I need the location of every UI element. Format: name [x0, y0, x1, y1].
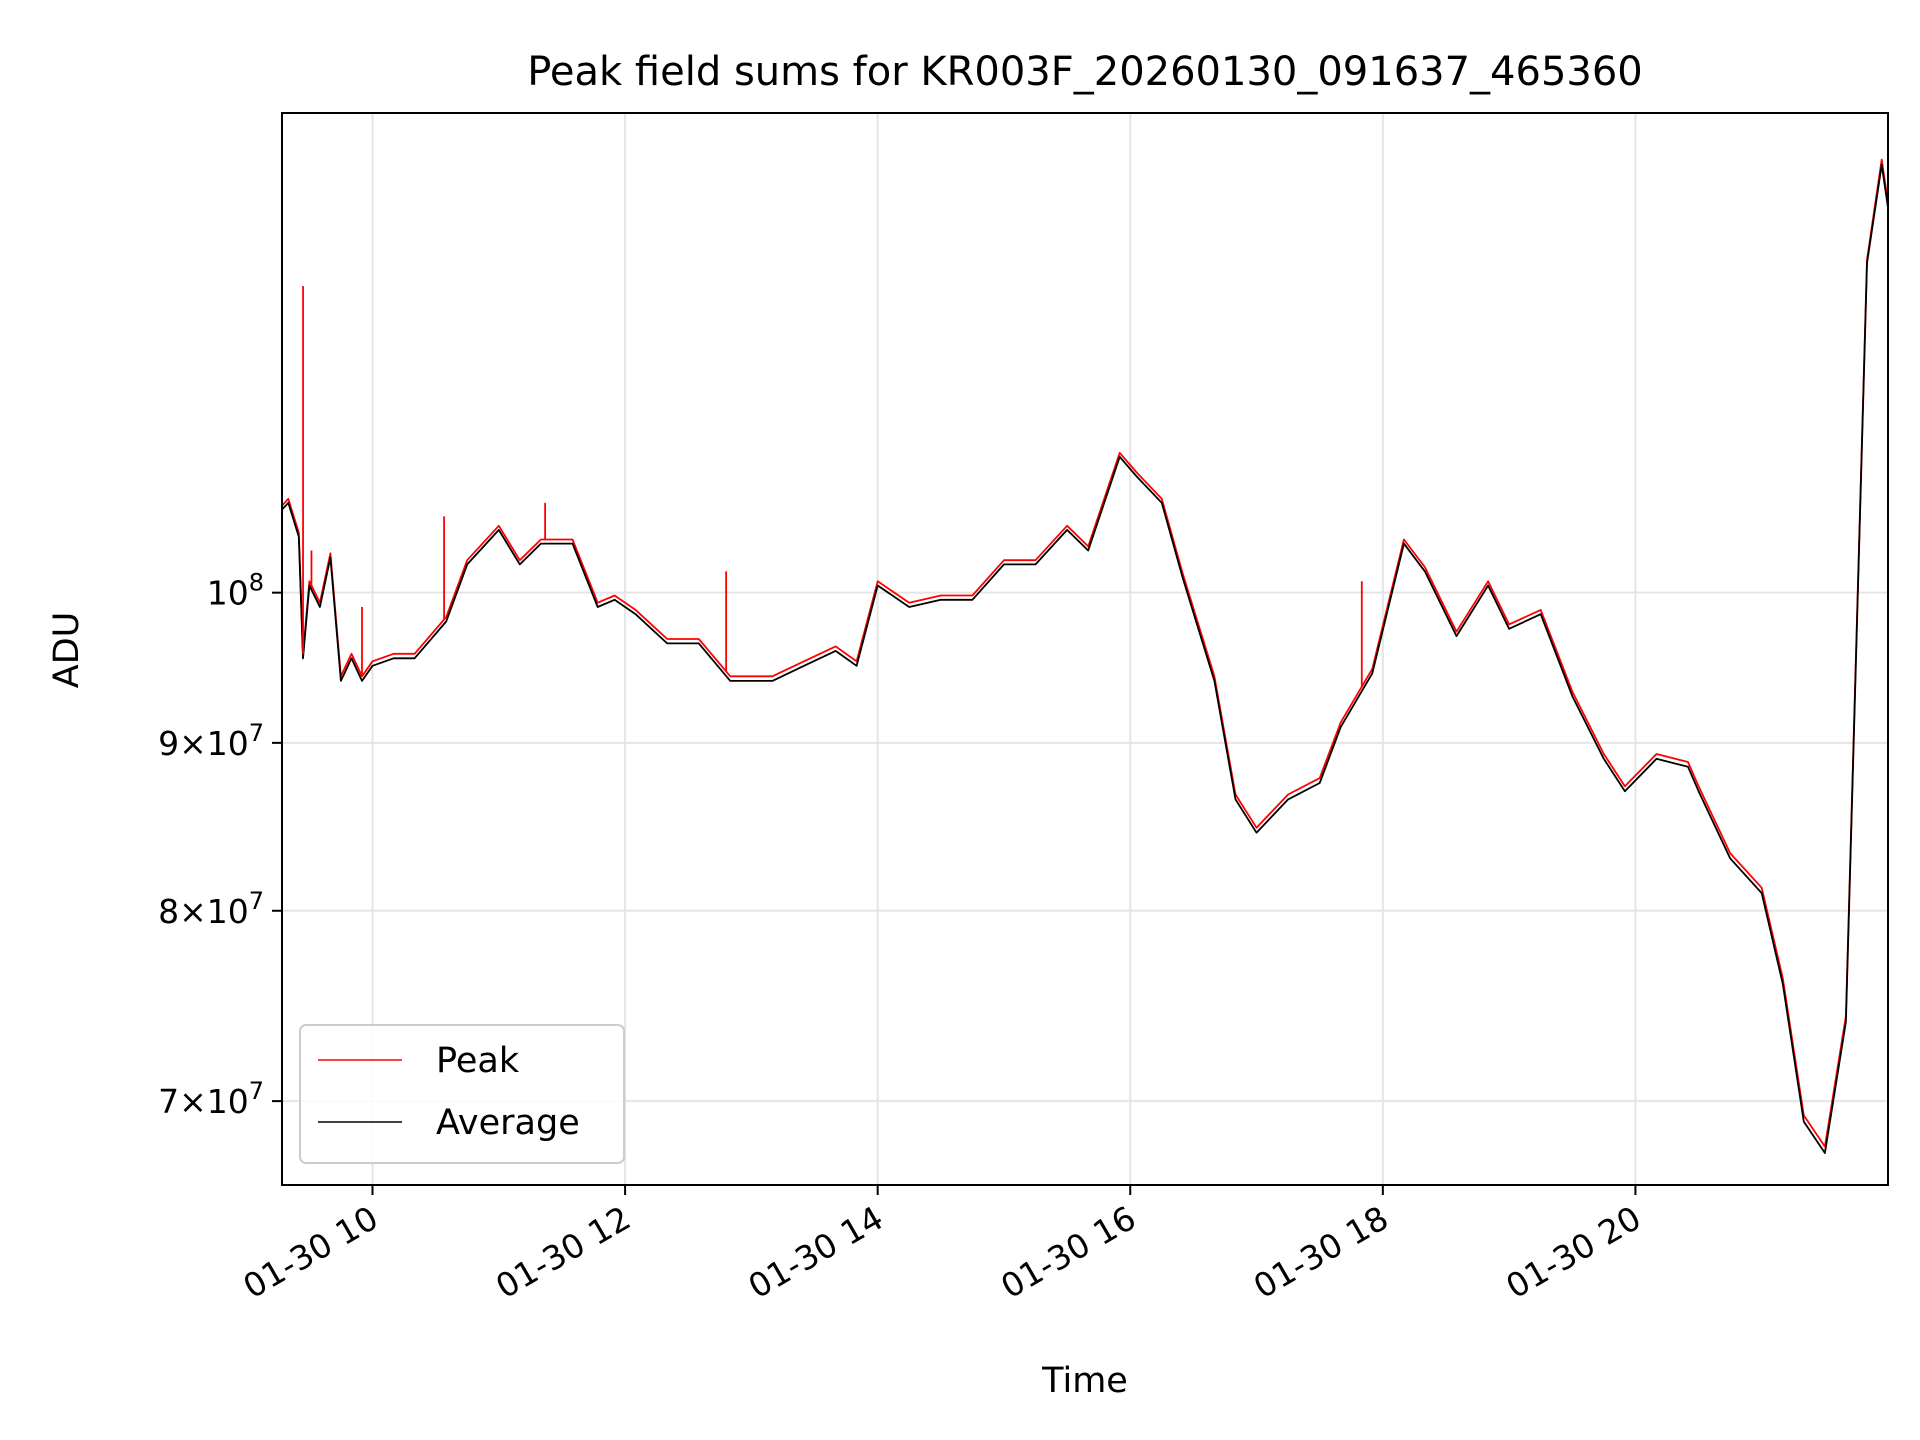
- series-line-peak: [282, 158, 1888, 1148]
- series-line-average: [282, 163, 1888, 1154]
- y-tick-label: 7×107: [158, 1077, 264, 1121]
- series-layer: [282, 158, 1888, 1154]
- y-tick-label: 9×107: [158, 719, 264, 763]
- y-tick-label: 108: [207, 569, 264, 613]
- grid: [282, 113, 1888, 1185]
- y-axis-label: ADU: [47, 612, 87, 689]
- legend: Peak Average: [299, 1024, 625, 1164]
- plot-frame: [281, 112, 1889, 1186]
- x-axis-label: Time: [1041, 1361, 1128, 1401]
- legend-label-average: Average: [436, 1103, 580, 1143]
- chart-title: Peak field sums for KR003F_20260130_0916…: [527, 49, 1643, 95]
- y-tick-label: 8×107: [158, 887, 264, 931]
- legend-label-peak: Peak: [436, 1041, 520, 1081]
- y-axis: 7×107 8×107 9×107 108: [158, 569, 282, 1121]
